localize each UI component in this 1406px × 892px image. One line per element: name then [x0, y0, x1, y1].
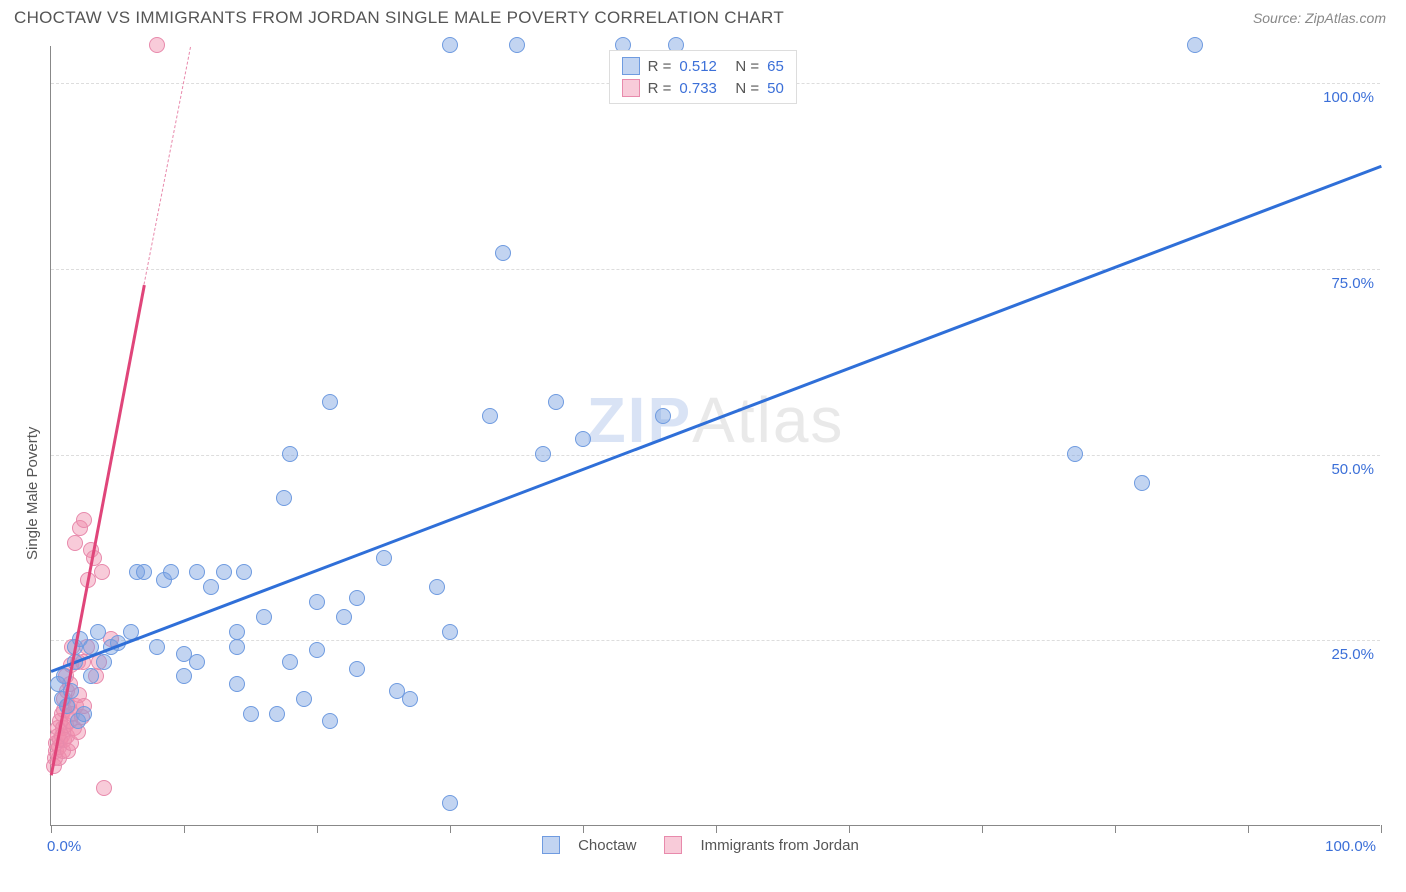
plot-area: ZIPAtlas 25.0%50.0%75.0%100.0%0.0%100.0% [50, 46, 1380, 826]
data-point [229, 676, 245, 692]
data-point [1134, 475, 1150, 491]
x-tick-mark [1115, 825, 1116, 833]
r-label: R = [648, 80, 672, 97]
chart-header: CHOCTAW VS IMMIGRANTS FROM JORDAN SINGLE… [0, 0, 1406, 34]
legend-swatch [664, 836, 682, 854]
data-point [83, 668, 99, 684]
data-point [322, 713, 338, 729]
data-point [96, 780, 112, 796]
data-point [535, 446, 551, 462]
x-tick-mark [317, 825, 318, 833]
data-point [655, 408, 671, 424]
data-point [349, 661, 365, 677]
data-point [548, 394, 564, 410]
data-point [296, 691, 312, 707]
r-value: 0.733 [679, 80, 727, 97]
y-axis-label: Single Male Poverty [24, 427, 41, 560]
data-point [442, 37, 458, 53]
data-point [495, 245, 511, 261]
data-point [575, 431, 591, 447]
data-point [229, 624, 245, 640]
data-point [276, 490, 292, 506]
x-tick-mark [982, 825, 983, 833]
gridline [51, 269, 1380, 270]
chart-container: CHOCTAW VS IMMIGRANTS FROM JORDAN SINGLE… [0, 0, 1406, 892]
data-point [509, 37, 525, 53]
data-point [322, 394, 338, 410]
gridline [51, 455, 1380, 456]
legend-swatch [542, 836, 560, 854]
data-point [149, 639, 165, 655]
legend-label: Immigrants from Jordan [700, 837, 858, 854]
x-tick-mark [51, 825, 52, 833]
data-point [309, 594, 325, 610]
data-point [336, 609, 352, 625]
r-value: 0.512 [679, 58, 727, 75]
data-point [189, 654, 205, 670]
y-tick-label: 100.0% [1323, 89, 1374, 106]
data-point [176, 668, 192, 684]
series-legend: Choctaw Immigrants from Jordan [542, 836, 869, 854]
n-value: 65 [767, 58, 784, 75]
x-tick-mark [184, 825, 185, 833]
y-tick-label: 75.0% [1331, 275, 1374, 292]
data-point [1067, 446, 1083, 462]
data-point [256, 609, 272, 625]
legend-label: Choctaw [578, 837, 636, 854]
x-tick-mark [1381, 825, 1382, 833]
data-point [216, 564, 232, 580]
data-point [282, 654, 298, 670]
x-tick-mark [583, 825, 584, 833]
r-label: R = [648, 58, 672, 75]
data-point [203, 579, 219, 595]
data-point [442, 624, 458, 640]
data-point [1187, 37, 1203, 53]
legend-row: R = 0.512 N = 65 [622, 55, 784, 77]
gridline [51, 640, 1380, 641]
chart-title: CHOCTAW VS IMMIGRANTS FROM JORDAN SINGLE… [14, 8, 784, 28]
data-point [90, 624, 106, 640]
data-point [229, 639, 245, 655]
data-point [309, 642, 325, 658]
legend-swatch [622, 79, 640, 97]
x-tick-mark [1248, 825, 1249, 833]
x-tick-label: 100.0% [1325, 838, 1376, 855]
n-label: N = [735, 58, 759, 75]
data-point [282, 446, 298, 462]
y-tick-label: 50.0% [1331, 461, 1374, 478]
legend-swatch [622, 57, 640, 75]
data-point [149, 37, 165, 53]
data-point [94, 564, 110, 580]
data-point [349, 590, 365, 606]
data-point [482, 408, 498, 424]
data-point [376, 550, 392, 566]
data-point [163, 564, 179, 580]
source-attribution: Source: ZipAtlas.com [1253, 10, 1386, 26]
data-point [189, 564, 205, 580]
correlation-legend: R = 0.512 N = 65 R = 0.733 N = 50 [609, 50, 797, 104]
trend-line [51, 165, 1382, 672]
x-tick-mark [716, 825, 717, 833]
data-point [76, 512, 92, 528]
x-tick-label: 0.0% [47, 838, 81, 855]
data-point [136, 564, 152, 580]
data-point [67, 535, 83, 551]
trend-line [144, 46, 192, 284]
data-point [429, 579, 445, 595]
legend-row: R = 0.733 N = 50 [622, 77, 784, 99]
x-tick-mark [849, 825, 850, 833]
data-point [243, 706, 259, 722]
data-point [269, 706, 285, 722]
n-value: 50 [767, 80, 784, 97]
n-label: N = [735, 80, 759, 97]
data-point [442, 795, 458, 811]
y-tick-label: 25.0% [1331, 646, 1374, 663]
trend-line [50, 285, 146, 776]
x-tick-mark [450, 825, 451, 833]
data-point [96, 654, 112, 670]
data-point [402, 691, 418, 707]
data-point [76, 706, 92, 722]
data-point [236, 564, 252, 580]
